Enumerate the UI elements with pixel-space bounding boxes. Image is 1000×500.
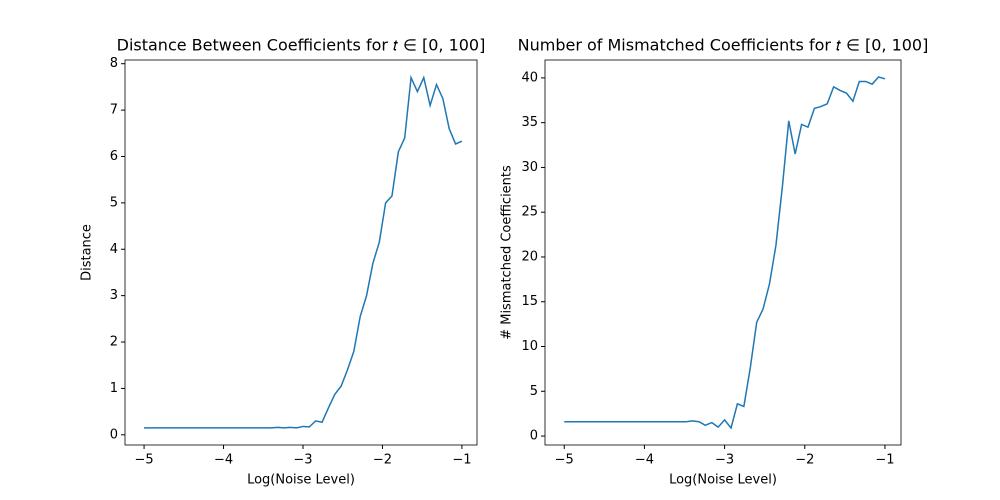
line-series [564,76,886,430]
y-axis-label: Distance [80,224,95,281]
y-tick-label: 10 [521,339,538,354]
y-tick-label: 3 [110,288,118,303]
y-tick-label: 5 [530,384,538,399]
x-tick-label: −1 [875,453,894,468]
y-tick-label: 40 [521,70,538,85]
plot-frame [124,59,478,446]
chart-title: Number of Mismatched Coefficients for 𝑡 … [518,36,929,55]
y-tick-label: 4 [110,242,118,257]
x-tick-label: −3 [293,453,312,468]
line-series [144,74,463,429]
y-tick-label: 7 [110,103,118,118]
y-tick-label: 5 [110,195,118,210]
x-axis-label: Log(Noise Level) [247,473,355,488]
x-tick-label: −2 [373,453,392,468]
y-tick-label: 20 [521,249,538,264]
y-tick-label: 0 [110,427,118,442]
y-tick-label: 30 [521,160,538,175]
x-tick-label: −4 [635,453,654,468]
y-tick-label: 25 [521,205,538,220]
x-tick-label: −3 [715,453,734,468]
y-tick-label: 35 [521,115,538,130]
y-tick-label: 0 [530,429,538,444]
y-tick-label: 6 [110,149,118,164]
chart-title: Distance Between Coefficients for 𝑡 ∈ [0… [117,36,486,55]
x-tick-label: −1 [452,453,471,468]
x-tick-label: −5 [555,453,574,468]
y-tick-label: 8 [110,56,118,71]
x-tick-label: −4 [214,453,233,468]
y-tick-label: 2 [110,335,118,350]
y-axis-label: # Mismatched Coefficients [500,165,515,340]
y-tick-label: 15 [521,294,538,309]
x-tick-label: −2 [795,453,814,468]
x-tick-label: −5 [134,453,153,468]
x-axis-label: Log(Noise Level) [669,473,777,488]
y-tick-label: 1 [110,381,118,396]
plot-frame [544,59,902,446]
